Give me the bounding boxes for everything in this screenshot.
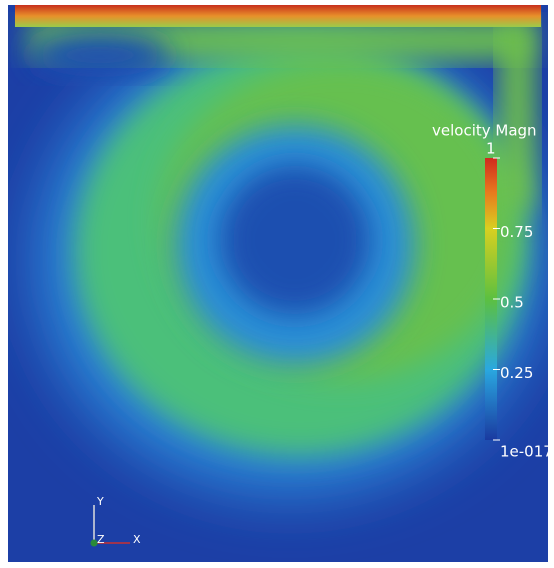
colorbar-title: velocity Magn <box>432 122 537 140</box>
colorbar-tick-label: 0.5 <box>500 294 524 312</box>
axis-label-y: Y <box>96 495 104 508</box>
colorbar-tick-label: 1e-017 <box>500 443 553 461</box>
colorbar-tick-label: 0.25 <box>500 364 533 382</box>
axis-label-x: X <box>133 533 141 546</box>
visualization: velocity Magn 1 0.75 0.5 0.25 1e-017 Y Z X <box>0 0 554 568</box>
colorbar-tick-label: 0.75 <box>500 223 533 241</box>
axis-label-z: Z <box>97 533 105 546</box>
colorbar-tick-label: 1 <box>486 140 496 158</box>
flow-field <box>8 5 548 562</box>
